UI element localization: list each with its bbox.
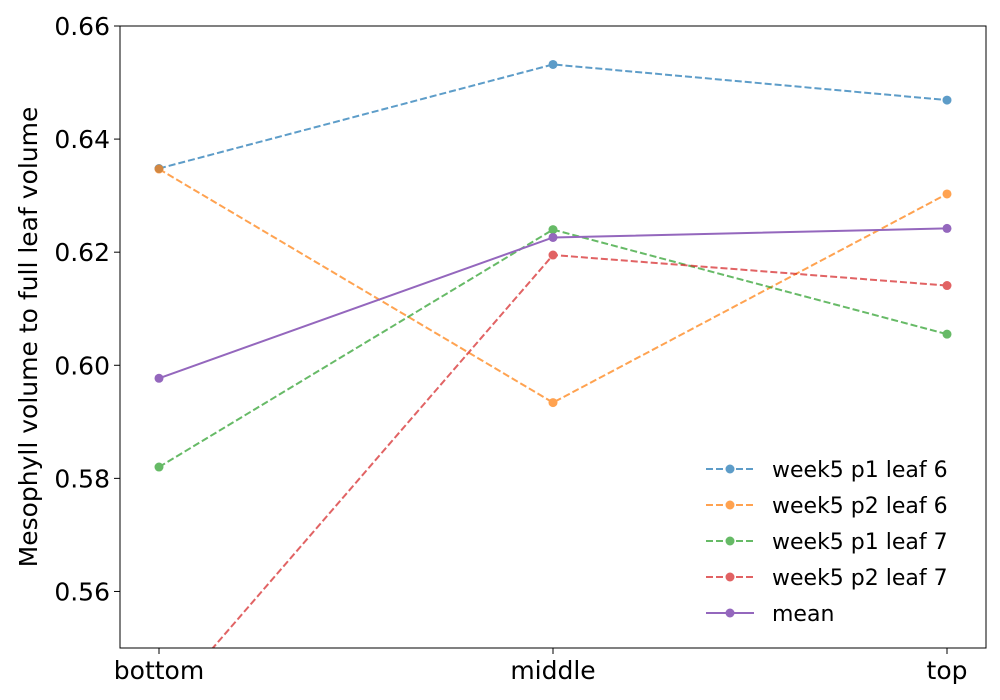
series-group — [154, 223, 952, 383]
data-point — [942, 95, 952, 105]
legend-marker — [725, 572, 735, 582]
data-point — [548, 250, 558, 260]
series-layer — [154, 59, 952, 648]
y-tick-label: 0.58 — [54, 464, 110, 493]
y-tick-label: 0.56 — [54, 577, 110, 606]
series-group — [211, 250, 952, 648]
data-point — [942, 329, 952, 339]
legend-label: week5 p1 leaf 7 — [772, 530, 948, 555]
legend-marker — [725, 536, 735, 546]
legend-item — [706, 572, 754, 582]
series-line — [158, 168, 948, 404]
legend-marker — [725, 608, 735, 618]
data-point — [548, 398, 558, 408]
data-point — [942, 223, 952, 233]
series-line — [158, 228, 948, 468]
data-point — [154, 462, 164, 472]
legend-item — [706, 464, 754, 474]
x-tick-label: top — [927, 656, 968, 685]
y-axis: 0.56 0.58 0.60 0.62 0.64 0.66 — [54, 12, 120, 606]
legend-marker — [725, 500, 735, 510]
legend-label: week5 p1 leaf 6 — [772, 458, 948, 483]
y-tick-label: 0.64 — [54, 125, 110, 154]
legend-item — [706, 500, 754, 510]
y-tick-label: 0.60 — [54, 351, 110, 380]
legend-item — [706, 536, 754, 546]
x-axis: bottom middle top — [114, 648, 968, 685]
y-tick-label: 0.66 — [54, 12, 110, 41]
data-point — [154, 373, 164, 383]
legend-label: mean — [772, 602, 834, 627]
data-point — [942, 189, 952, 199]
series-group — [154, 164, 952, 408]
legend-item — [706, 608, 754, 618]
data-point — [548, 225, 558, 235]
legend-label: week5 p2 leaf 6 — [772, 494, 948, 519]
series-group — [154, 225, 952, 472]
x-tick-label: bottom — [114, 656, 204, 685]
data-point — [942, 281, 952, 291]
y-tick-label: 0.62 — [54, 238, 110, 267]
series-group — [154, 59, 952, 173]
data-point — [548, 232, 558, 242]
legend-marker — [725, 464, 735, 474]
legend: week5 p1 leaf 6 week5 p2 leaf 6 week5 p1 l… — [706, 458, 948, 627]
y-axis-label: Mesophyll volume to full leaf volume — [14, 107, 43, 568]
x-tick-label: middle — [510, 656, 595, 685]
legend-label: week5 p2 leaf 7 — [772, 566, 948, 591]
data-point — [154, 164, 164, 174]
series-line — [158, 63, 948, 170]
data-point — [548, 59, 558, 69]
